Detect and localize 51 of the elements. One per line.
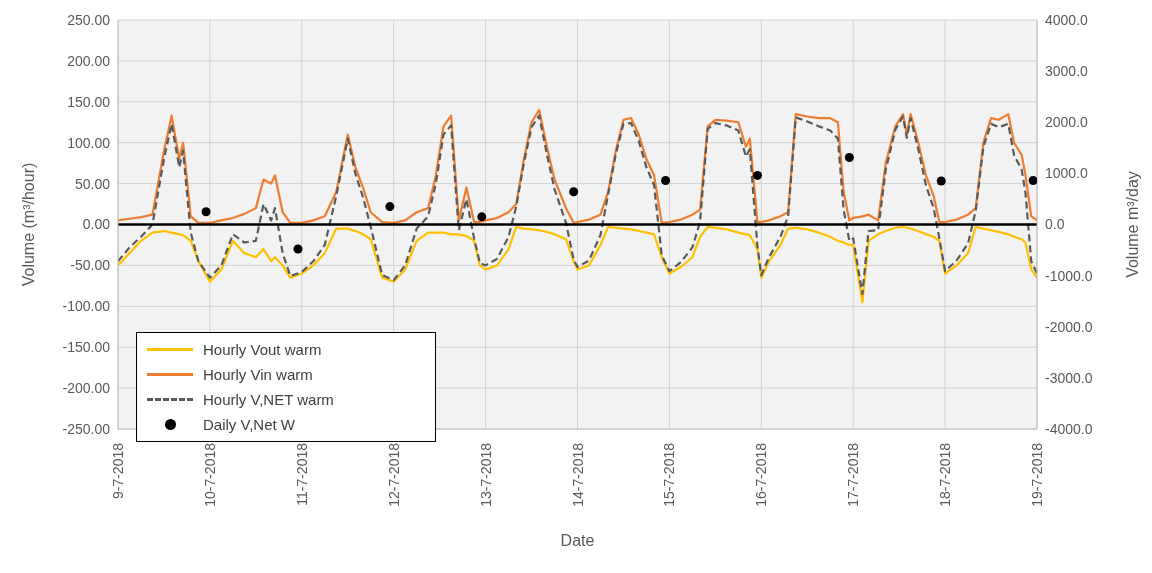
y-tick-label: 100.00 [67, 134, 111, 151]
point [477, 212, 487, 222]
y2-tick-label: 4000.0 [1045, 11, 1089, 28]
y-tick-label: -200.00 [62, 380, 111, 397]
y2-tick-label: 3000.0 [1045, 63, 1089, 80]
y2-tick-label: -2000.0 [1045, 318, 1093, 335]
y2-tick-label: 1000.0 [1045, 165, 1089, 182]
x-tick-label: 19-7-2018 [1029, 442, 1045, 507]
legend-label: Hourly Vout warm [203, 341, 322, 358]
y-axis-title: Volume (m³/hour) [19, 162, 37, 287]
point [661, 176, 671, 186]
legend-label: Daily V,Net W [203, 416, 295, 433]
y-tick-label: -100.00 [62, 298, 111, 315]
y2-tick-label: 0.0 [1045, 216, 1065, 233]
x-tick-label: 11-7-2018 [293, 442, 310, 506]
y2-axis-title: Volume m³/day [1123, 171, 1141, 278]
x-tick-label: 17-7-2018 [845, 442, 862, 507]
y-tick-label: -50.00 [70, 257, 111, 274]
y2-tick-label: -3000.0 [1045, 369, 1093, 386]
x-tick-label: 9-7-2018 [110, 442, 126, 500]
point [293, 244, 303, 254]
x-tick-label: 16-7-2018 [753, 442, 770, 507]
x-tick-label: 15-7-2018 [661, 442, 678, 507]
y-tick-label: 250.00 [67, 11, 111, 28]
y-tick-label: 50.00 [74, 175, 111, 192]
line-series [118, 114, 1037, 296]
y-tick-label: -150.00 [62, 339, 111, 356]
y2-tick-label: -1000.0 [1045, 267, 1093, 284]
x-tick-label: 10-7-2018 [201, 442, 218, 507]
y-tick-label: 200.00 [67, 52, 111, 69]
line-series [118, 225, 1037, 304]
y2-tick-label: -4000.0 [1045, 420, 1093, 437]
point [844, 153, 854, 163]
point [569, 187, 579, 197]
x-tick-label: 12-7-2018 [385, 442, 402, 507]
point [936, 176, 946, 186]
line-series [118, 108, 1037, 224]
y-tick-label: -250.00 [62, 420, 111, 437]
point [201, 207, 211, 217]
y2-tick-label: 2000.0 [1045, 114, 1089, 131]
y-tick-label: 150.00 [67, 93, 111, 110]
x-tick-label: 13-7-2018 [477, 442, 494, 507]
y-tick-label: 0.00 [82, 216, 111, 233]
x-axis-title: Date [560, 532, 595, 549]
point [385, 202, 395, 212]
x-tick-label: 14-7-2018 [569, 442, 586, 507]
point [1028, 176, 1037, 186]
legend-label: Hourly Vin warm [203, 366, 313, 383]
point [752, 170, 762, 180]
x-tick-label: 18-7-2018 [937, 442, 954, 507]
legend-label: Hourly V,NET warm [203, 391, 334, 408]
